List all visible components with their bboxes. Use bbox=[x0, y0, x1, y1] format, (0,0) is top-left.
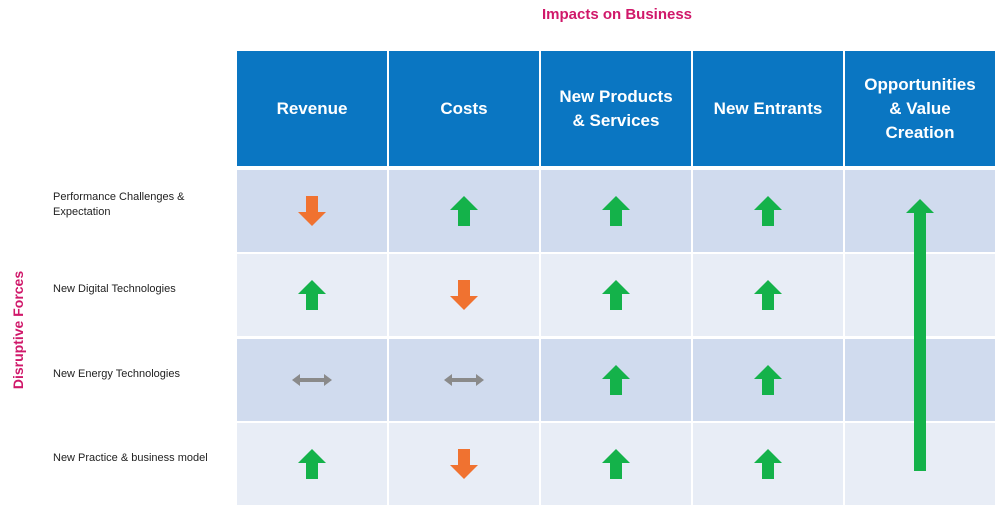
matrix-cell bbox=[541, 339, 691, 421]
matrix-cell bbox=[389, 339, 539, 421]
arrow-up-icon bbox=[753, 448, 783, 480]
matrix-cell bbox=[237, 339, 387, 421]
arrow-left-right-icon bbox=[443, 373, 485, 387]
arrow-up-icon bbox=[601, 279, 631, 311]
column-header-2: New Products & Services bbox=[541, 51, 691, 166]
arrow-up-icon bbox=[601, 195, 631, 227]
arrow-up-icon bbox=[297, 279, 327, 311]
matrix-cell bbox=[389, 170, 539, 252]
row-label-1: New Digital Technologies bbox=[53, 282, 176, 295]
arrow-up-icon bbox=[297, 448, 327, 480]
column-header-1: Costs bbox=[389, 51, 539, 166]
matrix-cell bbox=[693, 170, 843, 252]
matrix-cell bbox=[237, 423, 387, 505]
matrix-cell bbox=[237, 170, 387, 252]
row-label-0: Performance Challenges & Expectation bbox=[53, 191, 185, 218]
arrow-left-right-icon bbox=[291, 373, 333, 387]
matrix-cell bbox=[693, 339, 843, 421]
arrow-up-icon bbox=[449, 195, 479, 227]
row-label-2: New Energy Technologies bbox=[53, 367, 180, 380]
matrix-cell bbox=[237, 254, 387, 336]
impacts-title: Impacts on Business bbox=[541, 6, 693, 23]
matrix-cell bbox=[541, 423, 691, 505]
matrix-cell bbox=[541, 170, 691, 252]
column-header-3: New Entrants bbox=[693, 51, 843, 166]
row-label-3: New Practice & business model bbox=[53, 451, 208, 464]
matrix-cell bbox=[389, 254, 539, 336]
column-header-4: Opportunities & Value Creation bbox=[845, 51, 995, 166]
column-header-0: Revenue bbox=[237, 51, 387, 166]
matrix-cell bbox=[693, 254, 843, 336]
arrow-up-icon bbox=[905, 198, 935, 477]
impact-matrix: Revenue Costs New Products & Services New En… bbox=[237, 51, 997, 505]
arrow-up-icon bbox=[601, 364, 631, 396]
arrow-up-icon bbox=[601, 448, 631, 480]
matrix-cell bbox=[389, 423, 539, 505]
matrix-cell bbox=[541, 254, 691, 336]
arrow-down-icon bbox=[449, 279, 479, 311]
arrow-down-icon bbox=[449, 448, 479, 480]
matrix-cell bbox=[693, 423, 843, 505]
arrow-up-icon bbox=[753, 279, 783, 311]
forces-title: Disruptive Forces bbox=[10, 270, 26, 390]
arrow-up-icon bbox=[753, 195, 783, 227]
arrow-up-icon bbox=[753, 364, 783, 396]
arrow-down-icon bbox=[297, 195, 327, 227]
